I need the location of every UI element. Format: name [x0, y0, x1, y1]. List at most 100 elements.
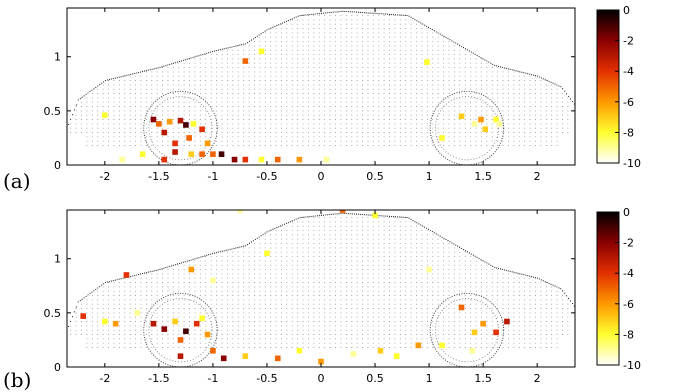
data-point [102, 112, 108, 118]
data-point [242, 58, 249, 64]
wheel-inner [434, 298, 499, 363]
plot-frame [66, 209, 576, 368]
x-tick-label: 1 [426, 372, 433, 385]
data-point [242, 156, 249, 163]
data-point [480, 320, 486, 327]
data-point [172, 149, 178, 155]
data-point [274, 355, 281, 362]
data-point [199, 126, 205, 133]
x-tick-label: -0.5 [256, 170, 277, 183]
x-tick-label: -1 [207, 170, 218, 183]
data-point [258, 156, 265, 163]
data-point [478, 116, 484, 123]
data-point [199, 151, 205, 157]
colorbar-tick-label: -2 [623, 237, 634, 250]
data-point [156, 121, 162, 127]
car-grid-dots [70, 217, 569, 348]
data-point [161, 156, 168, 163]
data-point [210, 347, 216, 354]
wheel-inner [434, 96, 499, 161]
axes: -2 -1.5 -1 -0.5 0 0.5 1 1.5 2 0 0.5 1 [44, 8, 575, 183]
data-point [274, 156, 281, 163]
data-point [134, 310, 141, 316]
data-point [188, 151, 195, 157]
colorbar-tick-label: -10 [623, 157, 641, 170]
colorbar-tick-label: -2 [623, 35, 634, 48]
plot-frame [66, 7, 576, 166]
data-point [186, 135, 192, 141]
wheel-inner [148, 96, 213, 161]
data-point [218, 151, 225, 157]
colorbar: 0 -2 -4 -6 -8 -10 [596, 4, 641, 170]
data-points [102, 48, 503, 163]
data-point [264, 250, 270, 257]
x-tick-label: 1 [426, 170, 433, 183]
data-point [231, 156, 238, 163]
data-point [161, 326, 168, 332]
y-tick-label: 0.5 [44, 105, 62, 118]
data-point [439, 135, 445, 141]
data-point [166, 118, 173, 125]
data-point [177, 337, 184, 343]
data-point [339, 210, 346, 213]
data-point [504, 318, 510, 325]
data-point [471, 121, 478, 127]
data-point [199, 315, 205, 322]
data-point [237, 210, 243, 213]
panel-label: (b) [3, 368, 31, 392]
y-tick-label: 1 [54, 253, 61, 266]
x-tick-label: 0 [318, 170, 325, 183]
x-tick-label: 1.5 [474, 170, 492, 183]
car-outline [68, 212, 575, 327]
data-point [161, 129, 168, 136]
data-point [172, 318, 178, 325]
data-point [469, 347, 476, 354]
y-tick-label: 1 [54, 51, 61, 64]
data-point [393, 353, 400, 359]
colorbar-tick-label: -8 [623, 126, 634, 139]
data-point [458, 113, 465, 120]
data-point [102, 318, 108, 325]
data-point [493, 329, 499, 336]
x-tick-label: 0 [318, 372, 325, 385]
car-grid-dots [70, 15, 569, 146]
data-point [210, 151, 216, 157]
data-point [415, 342, 422, 349]
car-point-grid [68, 10, 575, 165]
data-point [496, 121, 503, 127]
data-point [318, 358, 324, 365]
panel-a: -2 -1.5 -1 -0.5 0 0.5 1 1.5 2 0 0.5 1 (a) [3, 7, 576, 193]
data-point [426, 266, 432, 273]
y-tick-label: 0 [54, 361, 61, 374]
data-point [183, 122, 189, 128]
axes: -2 -1.5 -1 -0.5 0 0.5 1 1.5 2 0 0.5 1 [44, 210, 575, 385]
x-tick-label: -1.5 [148, 170, 169, 183]
data-point [123, 272, 130, 278]
data-point [119, 156, 125, 163]
x-tick-label: -2 [99, 170, 110, 183]
data-point [204, 331, 211, 338]
data-point [193, 320, 200, 327]
y-tick-label: 0 [54, 159, 61, 172]
data-point [439, 342, 445, 349]
data-point [150, 320, 157, 327]
data-point [296, 156, 303, 163]
x-tick-label: 0.5 [366, 372, 384, 385]
data-point [323, 156, 330, 163]
x-tick-label: 0.5 [366, 170, 384, 183]
data-point [377, 347, 384, 354]
data-point [172, 140, 178, 147]
colorbar-tick-label: -6 [623, 298, 634, 311]
wheel-inner [148, 298, 213, 363]
x-tick-label: 2 [534, 372, 541, 385]
colorbar-tick-label: -4 [623, 267, 634, 280]
x-tick-label: -2 [99, 372, 110, 385]
data-points [80, 210, 510, 365]
data-point [242, 353, 249, 359]
data-point [177, 117, 184, 124]
data-point [112, 320, 119, 327]
x-tick-label: -1 [207, 372, 218, 385]
x-tick-label: -0.5 [256, 372, 277, 385]
data-point [190, 121, 197, 127]
colorbar-tick-label: -4 [623, 65, 634, 78]
